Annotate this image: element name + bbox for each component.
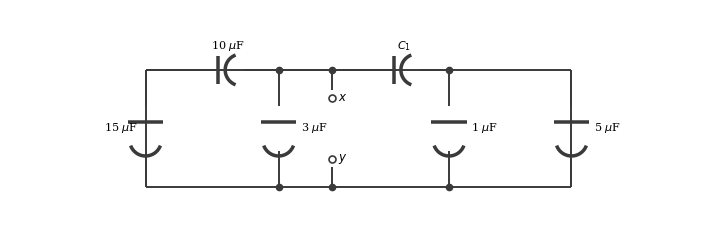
Text: 3 $\mu$F: 3 $\mu$F [301, 121, 328, 135]
Text: $C_1$: $C_1$ [397, 39, 411, 53]
Text: 5 $\mu$F: 5 $\mu$F [594, 121, 621, 135]
Text: 1 $\mu$F: 1 $\mu$F [471, 121, 498, 135]
Text: 15 $\mu$F: 15 $\mu$F [103, 121, 138, 135]
Text: 10 $\mu$F: 10 $\mu$F [211, 39, 245, 53]
Text: $y$: $y$ [338, 152, 348, 166]
Text: $x$: $x$ [338, 91, 348, 104]
